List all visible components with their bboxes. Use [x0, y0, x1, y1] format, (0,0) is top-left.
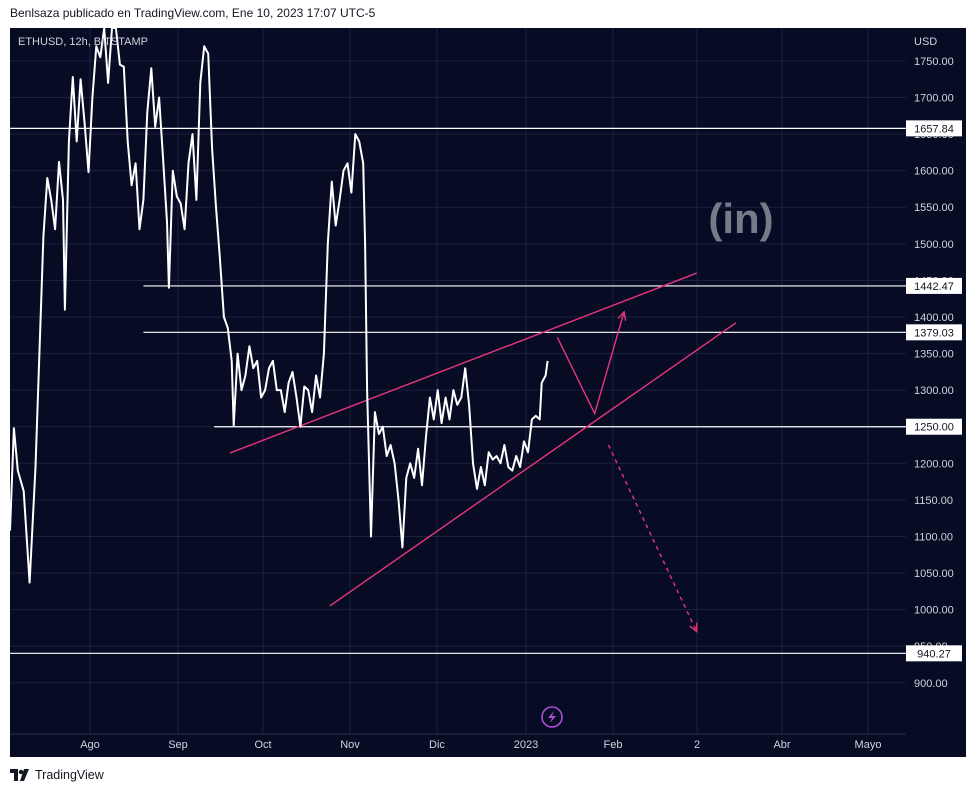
level-label: 1379.03	[914, 327, 954, 339]
watermark-text: (in)	[708, 195, 773, 242]
chart-background	[10, 28, 906, 757]
horizontal-levels	[10, 127, 906, 654]
dashed-arrow-head	[689, 622, 698, 634]
price-series-line	[10, 28, 549, 584]
solid-arrow-head	[617, 310, 627, 321]
dashed-arrow	[607, 444, 698, 632]
y-tick-label: 1000.00	[914, 605, 954, 617]
x-tick-label: 2	[694, 739, 700, 751]
level-label: 940.27	[917, 648, 951, 660]
level-label: 1250.00	[914, 422, 954, 434]
currency-label: USD	[914, 36, 937, 48]
level-label-bg	[906, 120, 962, 137]
chart-header: Benlsaza publicado en TradingView.com, E…	[10, 6, 376, 20]
level-label: 1442.47	[914, 281, 954, 293]
level-label-bg	[906, 418, 962, 435]
tradingview-logo-text: TradingView	[35, 768, 104, 782]
y-tick-label: 1200.00	[914, 458, 954, 470]
level-label: 1657.84	[914, 123, 954, 135]
level-label-bg	[906, 324, 962, 341]
time-axis: Ago Sep Oct Nov Dic 2023 Feb 2 Abr Mayo	[10, 733, 906, 751]
x-tick-label: Feb	[604, 739, 623, 751]
x-tick-label: Oct	[254, 739, 271, 751]
projection-arrows	[556, 310, 698, 634]
y-tick-label: 1100.00	[914, 531, 953, 543]
y-tick-label: 1550.00	[914, 202, 954, 214]
x-tick-label: Mayo	[855, 739, 882, 751]
y-tick-label: 1150.00	[914, 495, 953, 507]
lightning-icon[interactable]	[541, 706, 563, 728]
solid-arrow	[556, 311, 625, 416]
y-tick-label: 1350.00	[914, 349, 954, 361]
x-tick-label: Dic	[429, 739, 445, 751]
y-tick-label: 1700.00	[914, 93, 954, 105]
y-tick-label: 900.00	[914, 678, 948, 690]
lower-trendline	[329, 322, 737, 607]
symbol-label: ETHUSD, 12h, BITSTAMP	[18, 36, 148, 48]
y-tick-label: 1600.00	[914, 166, 954, 178]
grid	[10, 28, 906, 734]
y-tick-label: 1500.00	[914, 239, 954, 251]
level-label-bg	[906, 645, 962, 662]
tradingview-logo[interactable]: TradingView	[10, 766, 104, 784]
x-tick-label: Abr	[773, 739, 790, 751]
y-tick-label: 1300.00	[914, 385, 954, 397]
y-tick-label: 1750.00	[914, 56, 954, 68]
level-labels: 1657.84 1442.47 1379.03 1250.00 940.27	[906, 120, 962, 662]
y-tick-label: 1050.00	[914, 568, 954, 580]
chart-area[interactable]: ETHUSD, 12h, BITSTAMP (in) Ago Sep Oct Nov D…	[10, 28, 906, 757]
price-axis: USD 900.00950.001000.001050.001100.00115…	[906, 28, 966, 757]
watermark-logo: (in)	[708, 195, 773, 242]
x-tick-label: Ago	[80, 739, 100, 751]
x-tick-label: Sep	[168, 739, 188, 751]
x-tick-label: Nov	[340, 739, 360, 751]
upper-trendline	[229, 272, 697, 454]
triangle-pattern	[229, 272, 737, 607]
level-label-bg	[906, 277, 962, 294]
tradingview-logo-icon	[10, 769, 29, 781]
y-tick-label: 1400.00	[914, 312, 954, 324]
x-tick-label: 2023	[514, 739, 538, 751]
